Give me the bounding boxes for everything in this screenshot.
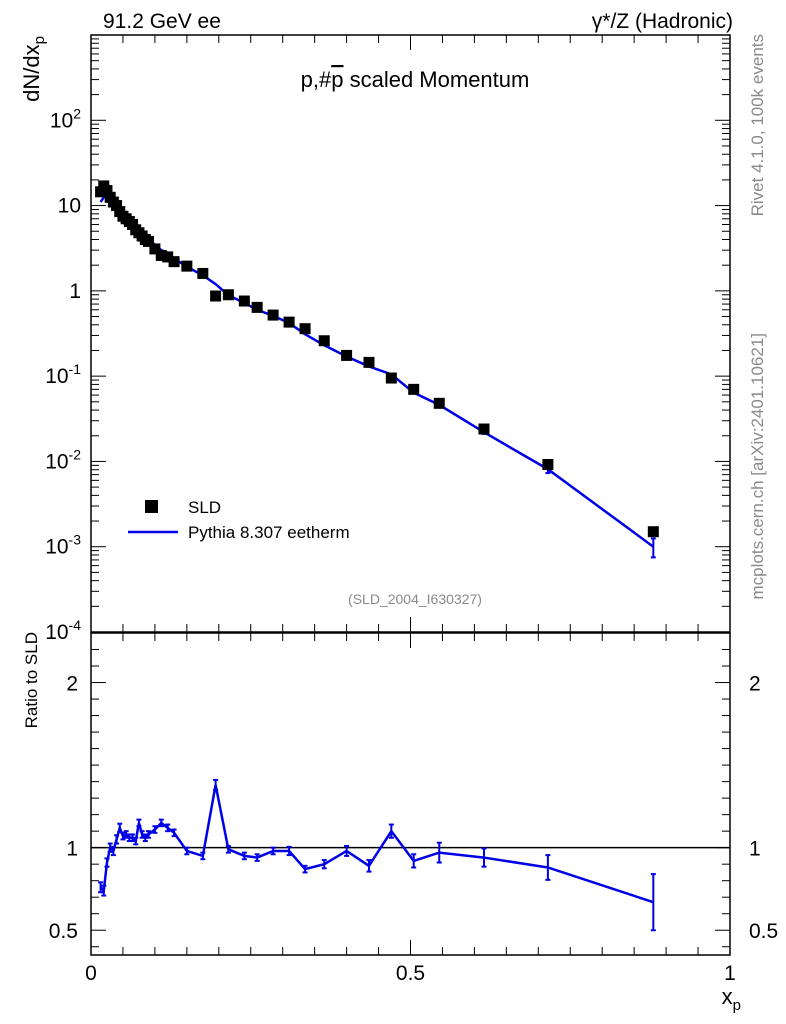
sld-point <box>181 260 193 272</box>
rivet-label: Rivet 4.1.0, 100k events <box>748 34 767 216</box>
sld-point <box>251 301 263 313</box>
main-ytick-label: 102 <box>50 105 81 132</box>
main-ylabel-sub: p <box>31 36 48 44</box>
ratio-ytick-label: 0.5 <box>49 920 78 943</box>
main-ylabel-text: dN/dx <box>19 44 44 101</box>
x-axis-label-text: x <box>722 984 733 1009</box>
x-tick-label: 1 <box>724 962 736 985</box>
mc-series-ratio <box>98 778 656 932</box>
ratio-panel: 0.512 0.512 Ratio to SLD 0 0.5 1 xp <box>22 632 778 1014</box>
main-panel: dN/dxp p,#p scaled Momentum 10-410-310-2… <box>19 34 731 644</box>
main-ytick-label: 10-1 <box>45 361 81 388</box>
ratio-line <box>99 784 654 904</box>
main-ytick-label: 10 <box>58 195 81 218</box>
ratio-ytick-label-right: 1 <box>749 838 761 861</box>
ratio-frame <box>90 632 731 956</box>
main-ylabel: dN/dxp <box>19 36 48 102</box>
data-series-main <box>95 180 659 538</box>
sld-point <box>433 397 445 409</box>
sld-point <box>647 526 659 538</box>
ratio-axis-ticks <box>90 632 731 955</box>
main-y-tick-labels: 10-4 10-3 10-2 10-1 1 10 102 <box>45 105 81 644</box>
sld-point <box>542 459 554 471</box>
sld-point <box>143 235 155 247</box>
sld-point <box>155 249 167 261</box>
header-right: γ*/Z (Hadronic) <box>592 10 733 33</box>
sld-point <box>222 289 234 301</box>
main-frame <box>90 34 731 633</box>
mc-series-main <box>99 192 656 559</box>
main-ytick-label: 10-2 <box>45 446 81 473</box>
sld-point <box>478 423 490 435</box>
ratio-ylabel: Ratio to SLD <box>22 632 41 728</box>
main-title-pre: p,# <box>301 67 332 92</box>
x-tick-label: 0.5 <box>396 962 425 985</box>
sld-point <box>210 290 222 302</box>
sld-point <box>238 295 250 307</box>
legend-label-sld: SLD <box>188 498 221 517</box>
ratio-ytick-label: 1 <box>66 838 78 861</box>
main-ytick-label: 10-4 <box>45 617 81 644</box>
ratio-ytick-label-right: 0.5 <box>749 920 778 943</box>
mcplots-label: mcplots.cern.ch [arXiv:2401.10621] <box>748 333 767 599</box>
ratio-right-tick-labels: 0.5 1 2 <box>749 673 778 944</box>
sld-point <box>385 372 397 384</box>
mc-line <box>99 192 655 548</box>
sld-point <box>267 309 279 321</box>
legend-label-pythia: Pythia 8.307 eetherm <box>188 523 350 542</box>
sld-point <box>341 349 353 361</box>
sld-point <box>162 251 174 263</box>
x-tick-labels: 0 0.5 1 <box>85 962 736 985</box>
sld-point <box>318 335 330 347</box>
sld-point <box>299 323 311 335</box>
sld-point <box>168 256 180 268</box>
sld-point <box>95 186 107 198</box>
sld-point <box>363 356 375 368</box>
legend-marker-sld <box>145 500 158 513</box>
sld-point <box>101 185 113 197</box>
sld-point <box>283 316 295 328</box>
x-tick-label: 0 <box>85 962 97 985</box>
main-title-post: scaled Momentum <box>343 67 529 92</box>
analysis-tag: (SLD_2004_I630327) <box>348 591 482 607</box>
ratio-y-tick-labels: 0.5 1 2 <box>49 673 78 944</box>
main-title: p,#p scaled Momentum <box>301 67 530 92</box>
main-ytick-label: 10-3 <box>45 532 81 559</box>
main-title-pbar: p <box>331 67 343 92</box>
sld-point <box>408 383 420 395</box>
x-axis-label: xp <box>722 984 741 1014</box>
ratio-ytick-label: 2 <box>66 673 78 696</box>
sld-point <box>111 200 123 212</box>
legend: SLD Pythia 8.307 eetherm <box>128 498 350 542</box>
main-axis-ticks <box>90 35 731 633</box>
ratio-ytick-label-right: 2 <box>749 673 761 696</box>
header-left: 91.2 GeV ee <box>103 10 221 33</box>
sld-point <box>149 243 161 255</box>
main-ytick-label: 1 <box>69 280 81 303</box>
x-axis-label-sub: p <box>733 997 741 1014</box>
sld-point <box>197 267 209 279</box>
